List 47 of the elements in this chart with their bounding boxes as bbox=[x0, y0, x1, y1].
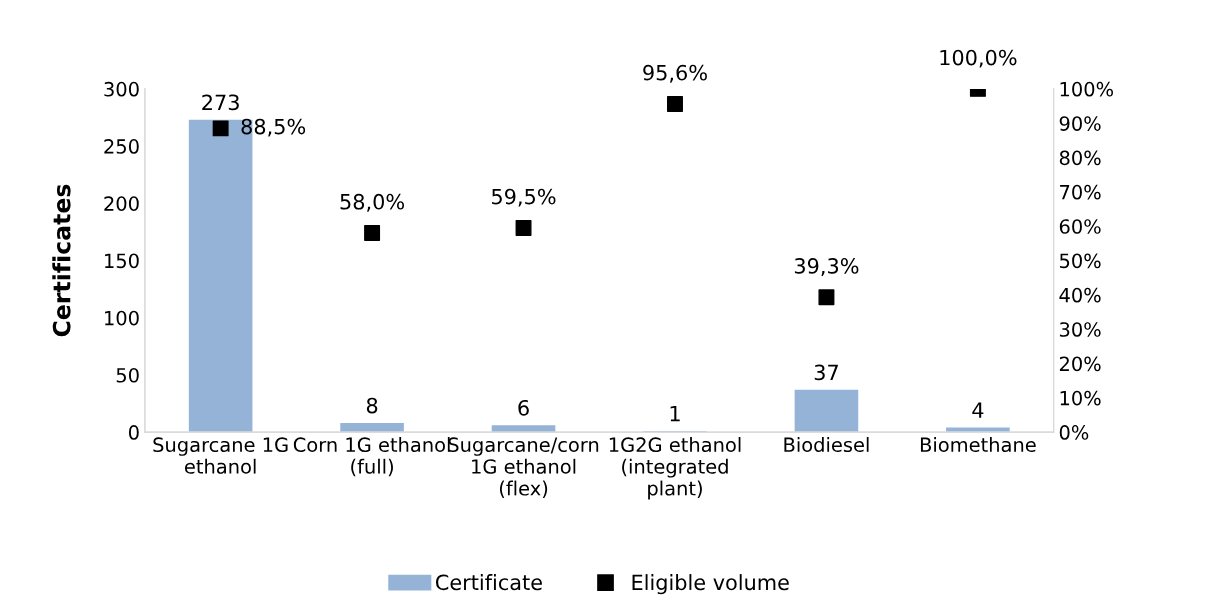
legend-label: Eligible volume bbox=[632, 574, 789, 595]
data-label: 8 bbox=[366, 397, 378, 414]
y2-tick-label: 10% bbox=[1060, 390, 1101, 406]
y2-tick-label: 70% bbox=[1060, 184, 1101, 200]
y-tick-label: 150 bbox=[105, 253, 139, 269]
y2-tick-label: 80% bbox=[1059, 150, 1101, 166]
data-label: 273 bbox=[202, 94, 239, 111]
y-tick-label: 50 bbox=[116, 367, 139, 383]
data-label: 37 bbox=[814, 364, 838, 381]
y-axis-title: Certificates bbox=[52, 184, 71, 337]
data-label: 4 bbox=[972, 402, 984, 418]
x-tick-label: Sugarcane 1G ethanol bbox=[153, 437, 288, 474]
y2-tick-label: 20% bbox=[1059, 356, 1101, 372]
y2-tick-label: 40% bbox=[1059, 287, 1101, 303]
y2-tick-label: 90% bbox=[1059, 116, 1101, 131]
bar bbox=[491, 425, 556, 433]
bar bbox=[794, 389, 859, 433]
data-label: 95,6% bbox=[643, 64, 707, 83]
data-label: 100,0% bbox=[940, 49, 1017, 68]
point bbox=[818, 289, 835, 306]
data-label: 59,5% bbox=[492, 188, 556, 207]
data-label: 88,5% bbox=[241, 118, 306, 137]
y2-tick-label: 50% bbox=[1059, 253, 1101, 269]
x-tick-label: Biodiesel bbox=[784, 437, 869, 453]
data-label: 58,0% bbox=[340, 193, 405, 212]
point bbox=[667, 96, 683, 112]
x-tick-label: Biomethane bbox=[920, 437, 1036, 453]
data-label: 6 bbox=[518, 399, 529, 416]
y2-tick-label: 0% bbox=[1059, 425, 1089, 440]
bar bbox=[340, 423, 404, 433]
y-tick-label: 200 bbox=[104, 196, 139, 211]
point bbox=[515, 219, 532, 236]
y-tick-label: 300 bbox=[104, 81, 139, 97]
data-label: 1 bbox=[670, 405, 680, 422]
data-label: 39,3% bbox=[794, 258, 859, 276]
y2-tick-label: 100% bbox=[1060, 81, 1113, 97]
y2-tick-label: 30% bbox=[1059, 322, 1101, 337]
x-tick-label: 1G2G ethanol (integrated plant) bbox=[609, 437, 741, 500]
x-tick-label: Corn 1G ethanol (full) bbox=[293, 437, 450, 477]
y2-tick-label: 60% bbox=[1059, 219, 1101, 234]
y-tick-label: 0 bbox=[128, 425, 139, 440]
point bbox=[364, 225, 381, 242]
x-tick-label: Sugarcane/corn 1G ethanol (flex) bbox=[448, 437, 599, 498]
point bbox=[212, 120, 229, 137]
y-tick-label: 250 bbox=[104, 139, 139, 154]
legend-label: Certificate bbox=[435, 574, 542, 591]
y-tick-label: 100 bbox=[105, 310, 139, 326]
